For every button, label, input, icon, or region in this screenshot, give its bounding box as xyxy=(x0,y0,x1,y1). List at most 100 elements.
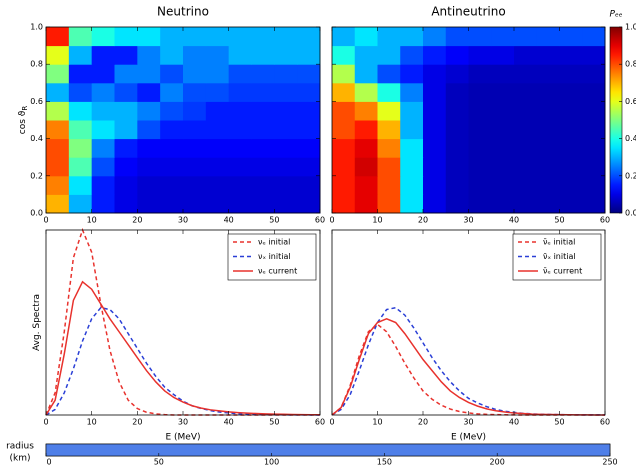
heat-cell xyxy=(400,194,424,214)
y-axis-label: Avg. Spectra xyxy=(32,294,42,351)
heat-cell xyxy=(91,64,115,84)
heat-cell xyxy=(205,27,230,47)
heat-cell xyxy=(536,157,560,177)
heat-cell xyxy=(536,45,560,65)
heat-cell xyxy=(274,175,298,195)
heat-cell xyxy=(251,138,275,158)
heat-cell xyxy=(183,157,207,177)
heat-cell xyxy=(68,120,93,140)
heat-cell xyxy=(582,175,606,195)
heat-cell xyxy=(183,64,207,84)
heat-cell xyxy=(251,64,275,84)
heat-cell xyxy=(251,194,275,214)
heat-cell xyxy=(468,45,492,65)
y-tick-label: 0.8 xyxy=(30,60,43,69)
heat-cell xyxy=(400,82,424,102)
heat-cell xyxy=(514,157,538,177)
heat-cell xyxy=(445,27,469,47)
heat-cell xyxy=(354,120,378,140)
heat-cell xyxy=(354,138,378,158)
heat-cell xyxy=(468,27,492,47)
heat-cell xyxy=(205,157,230,177)
heat-cell xyxy=(114,194,138,214)
x-tick-label: 60 xyxy=(315,216,325,225)
heat-cell xyxy=(68,157,93,177)
heat-cell xyxy=(68,138,93,158)
heat-cell xyxy=(68,27,93,47)
x-axis-label: E (MeV) xyxy=(451,433,486,443)
heat-cell xyxy=(251,175,275,195)
heat-cell xyxy=(445,120,469,140)
heat-cell xyxy=(332,194,356,214)
heat-cell xyxy=(46,194,70,214)
heat-cell xyxy=(297,138,321,158)
x-tick-label: 50 xyxy=(554,418,564,427)
colorbar-label: Pₑₑ xyxy=(610,10,623,20)
slider-label: (km) xyxy=(9,454,30,464)
heat-cell xyxy=(400,101,424,121)
legend-label: ν̄ₑ current xyxy=(543,267,582,276)
heat-cell xyxy=(137,45,161,65)
heat-cell xyxy=(423,27,447,47)
x-tick-label: 10 xyxy=(372,418,382,427)
heat-cell xyxy=(423,175,447,195)
x-tick-label: 30 xyxy=(463,216,473,225)
heat-cell xyxy=(205,101,230,121)
heat-cell xyxy=(582,120,606,140)
heat-cell xyxy=(228,175,252,195)
heat-cell xyxy=(377,138,401,158)
heat-cell xyxy=(205,175,230,195)
slider-fill[interactable] xyxy=(45,443,611,457)
heat-cell xyxy=(274,101,298,121)
heat-cell xyxy=(468,64,492,84)
heat-cell xyxy=(160,64,184,84)
heat-cell xyxy=(377,82,401,102)
x-tick-label: 60 xyxy=(600,216,610,225)
heat-cell xyxy=(228,194,252,214)
slider-tick-label: 150 xyxy=(377,458,392,466)
heat-cell xyxy=(559,194,583,214)
heat-cell xyxy=(251,120,275,140)
heat-cell xyxy=(91,157,115,177)
heat-cell xyxy=(377,157,401,177)
heat-cell xyxy=(228,101,252,121)
heat-cell xyxy=(228,120,252,140)
heat-cell xyxy=(274,27,298,47)
slider-tick-label: 100 xyxy=(264,458,279,466)
heat-cell xyxy=(137,194,161,214)
slider-label: radius xyxy=(6,442,34,452)
heat-cell xyxy=(137,138,161,158)
heat-cell xyxy=(46,175,70,195)
heat-cell xyxy=(68,101,93,121)
heat-cell xyxy=(468,175,492,195)
heat-cell xyxy=(536,101,560,121)
chart-title: Neutrino xyxy=(157,5,209,19)
heat-cell xyxy=(582,101,606,121)
heat-cell xyxy=(354,45,378,65)
heat-cell xyxy=(46,27,70,47)
heat-cell xyxy=(160,82,184,102)
heat-cell xyxy=(377,194,401,214)
heat-cell xyxy=(114,101,138,121)
heat-cell xyxy=(205,194,230,214)
heat-cell xyxy=(491,45,515,65)
heat-cell xyxy=(491,64,515,84)
heat-cell xyxy=(137,64,161,84)
heat-cell xyxy=(46,138,70,158)
y-axis-label-main: Avg. Spectra xyxy=(32,294,42,351)
legend-label: ν̄ₑ initial xyxy=(543,238,575,247)
series-line xyxy=(45,306,321,416)
heat-cell xyxy=(228,27,252,47)
heat-cell xyxy=(445,157,469,177)
heat-cell xyxy=(582,64,606,84)
colorbar-tick-label: 0.4 xyxy=(625,134,636,143)
heat-cell xyxy=(445,175,469,195)
heat-cell xyxy=(400,120,424,140)
heat-cell xyxy=(114,64,138,84)
heat-cell xyxy=(46,157,70,177)
heat-cell xyxy=(423,157,447,177)
heat-cell xyxy=(160,45,184,65)
legend-label: νₓ initial xyxy=(258,252,291,261)
heat-cell xyxy=(137,82,161,102)
heat-cell xyxy=(377,45,401,65)
